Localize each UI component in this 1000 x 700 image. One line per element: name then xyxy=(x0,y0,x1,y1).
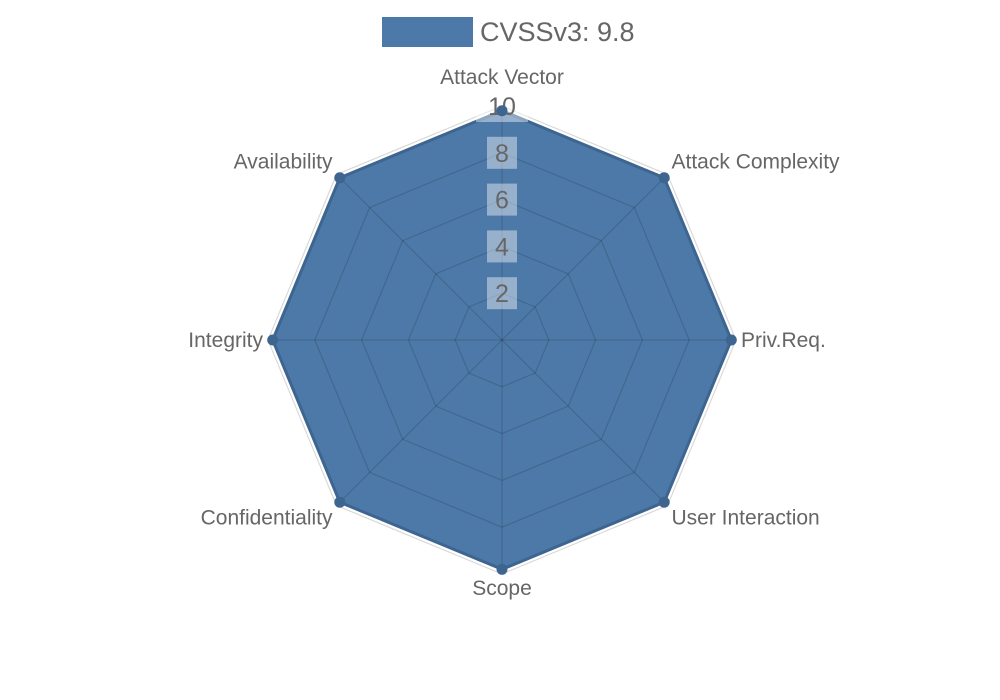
tick-backdrop xyxy=(487,230,517,263)
data-point[interactable] xyxy=(267,334,279,346)
axis-label: Scope xyxy=(472,577,532,600)
data-point[interactable] xyxy=(658,172,670,184)
grid-ring xyxy=(360,198,644,482)
tick-backdrop xyxy=(487,183,517,216)
legend-swatch[interactable] xyxy=(382,17,473,47)
tick-label: 8 xyxy=(495,140,509,168)
data-point[interactable] xyxy=(334,172,346,184)
axis-label: Availability xyxy=(234,151,333,174)
data-point[interactable] xyxy=(725,334,737,346)
tick-label: 2 xyxy=(495,280,509,308)
tick-backdrop xyxy=(487,277,517,310)
tick-backdrop xyxy=(487,136,517,169)
tick-label: 6 xyxy=(495,187,509,215)
data-point[interactable] xyxy=(496,105,508,117)
legend-label: CVSSv3: 9.8 xyxy=(480,17,635,47)
axis-spoke xyxy=(501,174,668,341)
axis-spoke xyxy=(336,174,503,341)
legend[interactable]: CVSSv3: 9.8 xyxy=(382,17,635,47)
axis-label: Integrity xyxy=(188,329,263,352)
axis-label: Priv.Req. xyxy=(741,329,826,352)
data-point[interactable] xyxy=(496,563,508,575)
axis-label: Attack Vector xyxy=(440,66,564,89)
data-polygon-fill xyxy=(272,110,732,570)
data-point[interactable] xyxy=(658,496,670,508)
axis-label: Confidentiality xyxy=(201,507,333,530)
axis-label: Attack Complexity xyxy=(672,151,841,174)
data-point[interactable] xyxy=(334,496,346,508)
axis-label: User Interaction xyxy=(672,507,820,530)
grid-ring xyxy=(454,292,550,388)
grid-ring xyxy=(314,152,690,528)
axis-spoke xyxy=(336,339,503,506)
axis-spoke xyxy=(501,339,668,506)
tick-label: 4 xyxy=(495,233,509,261)
grid-ring xyxy=(407,245,597,435)
